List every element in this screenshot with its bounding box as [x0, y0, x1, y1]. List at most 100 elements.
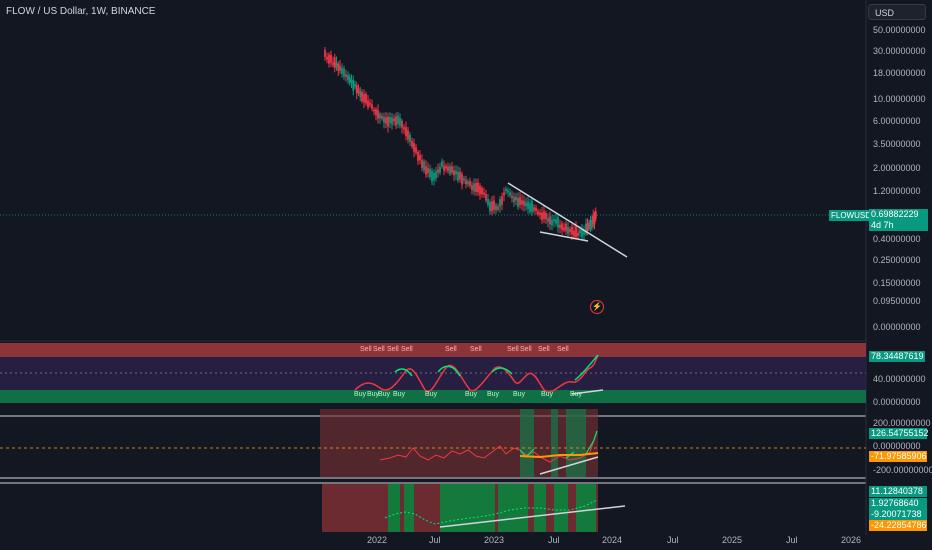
candle-body — [348, 76, 351, 83]
candle-body — [489, 202, 491, 212]
buy-signal-label: Buy — [354, 391, 367, 398]
bar-countdown: 4d 7h — [871, 220, 894, 230]
trendline-upper[interactable] — [507, 182, 628, 258]
candle-body — [419, 155, 421, 161]
currency-selector[interactable]: USD — [868, 4, 926, 20]
candle-body — [555, 219, 557, 224]
candle-body — [559, 224, 561, 228]
candle-body — [355, 85, 358, 94]
candle-body — [523, 200, 525, 206]
candle-body — [527, 201, 529, 209]
sell-signal-label: Sell — [387, 346, 399, 353]
ind2-axis-label: -200.00000000 — [873, 465, 932, 475]
time-axis-label: 2024 — [602, 535, 623, 545]
candle-body — [561, 223, 563, 231]
candle-body — [447, 166, 449, 171]
candle-body — [431, 171, 433, 182]
sell-signal-label: Sell — [401, 346, 413, 353]
candle-body — [473, 183, 475, 192]
candle-body — [345, 74, 347, 77]
candle-body — [435, 171, 437, 179]
candle-body — [549, 216, 551, 225]
price-axis-label: 2.00000000 — [873, 163, 921, 173]
price-axis-label: 50.00000000 — [873, 25, 926, 35]
candle-body — [525, 202, 527, 207]
candle-body — [343, 68, 345, 77]
candle-body — [509, 192, 511, 196]
candle-body — [515, 196, 517, 201]
candle-body — [499, 199, 501, 207]
ind1-buy-band — [0, 390, 866, 403]
lightning-icon[interactable]: ⚡ — [590, 300, 604, 314]
candle-body — [573, 230, 575, 237]
ind1-sell-band — [0, 343, 866, 357]
candle-body — [411, 140, 413, 147]
price-axis-label: 1.20000000 — [873, 186, 921, 196]
candle-body — [531, 201, 533, 213]
candle-body — [421, 160, 423, 168]
candle-body — [485, 194, 487, 201]
time-axis-label: 2025 — [722, 535, 743, 545]
ind2-axis-label: 200.00000000 — [873, 418, 931, 428]
candle-body — [429, 168, 431, 178]
candle-body — [487, 199, 489, 205]
candle-body — [439, 166, 441, 173]
price-axis-label: 0.25000000 — [873, 255, 921, 265]
candle-body — [543, 211, 545, 219]
ind3-trendline — [439, 505, 626, 528]
candle-body — [481, 187, 483, 195]
candle-body — [397, 115, 399, 124]
price-axis-label: 3.50000000 — [873, 139, 921, 149]
candle-body — [433, 172, 435, 181]
sell-signal-label: Sell — [373, 346, 385, 353]
candle-body — [395, 116, 397, 126]
ind3-value-tag: -24.22854786 — [869, 520, 927, 531]
time-axis-label: 2023 — [484, 535, 505, 545]
candle-body — [493, 200, 495, 210]
candle-body — [383, 116, 385, 123]
candle-body — [445, 166, 447, 169]
ind2-trendline — [539, 456, 599, 475]
candle-body — [471, 185, 473, 191]
candle-body — [367, 100, 369, 108]
candle-body — [507, 190, 509, 193]
candle-body — [579, 229, 581, 234]
time-axis-label: Jul — [429, 535, 441, 545]
time-axis-label: 2022 — [367, 535, 388, 545]
candle-body — [517, 197, 519, 207]
candle-body — [385, 117, 387, 124]
candle-body — [588, 222, 590, 227]
ind1-oscillator-line — [354, 354, 599, 393]
ind1-trendline — [571, 389, 604, 395]
candle-body — [399, 117, 401, 126]
ind1-axis-label: 40.00000000 — [873, 374, 926, 384]
candle-body — [479, 185, 481, 195]
candle-body — [565, 223, 567, 232]
candle-body — [457, 171, 459, 181]
price-axis-label: 0.00000000 — [873, 322, 921, 332]
candle-body — [465, 179, 467, 185]
candle-body — [591, 219, 593, 227]
candle-body — [553, 219, 555, 222]
candle-body — [369, 102, 371, 106]
price-axis-label: 18.00000000 — [873, 68, 926, 78]
candle-body — [437, 169, 439, 173]
candle-body — [477, 182, 479, 193]
candle-body — [503, 192, 505, 196]
buy-signal-label: Buy — [487, 391, 500, 398]
time-axis-label: Jul — [786, 535, 798, 545]
trendline-lower[interactable] — [539, 231, 589, 242]
time-axis-label: 2026 — [841, 535, 862, 545]
candle-body — [449, 165, 451, 174]
candle-body — [333, 57, 336, 69]
last-price-tag: 0.69882229 4d 7h — [869, 209, 928, 231]
buy-signal-label: Buy — [367, 391, 380, 398]
candle-body — [337, 63, 340, 71]
ind2-line — [379, 430, 598, 463]
sell-signal-label: Sell — [360, 346, 372, 353]
candle-body — [352, 80, 355, 91]
sell-signal-label: Sell — [557, 346, 569, 353]
price-axis-label: 0.15000000 — [873, 278, 921, 288]
sell-signal-label: Sell — [507, 346, 519, 353]
